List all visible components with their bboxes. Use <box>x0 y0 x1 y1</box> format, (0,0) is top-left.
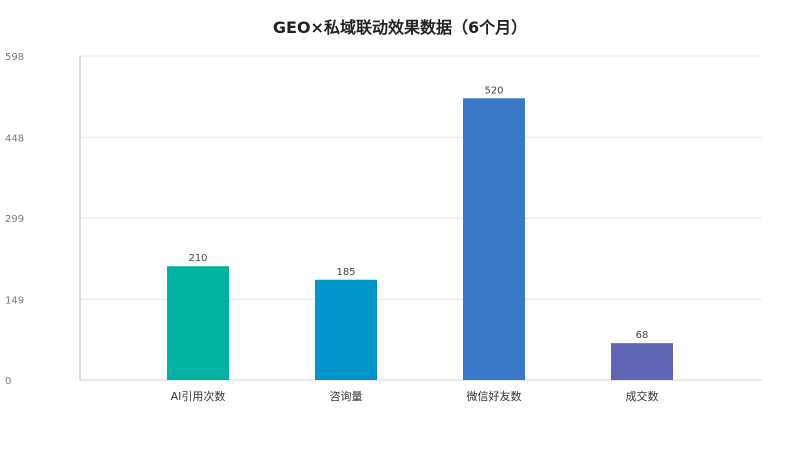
category-label: 咨询量 <box>330 389 363 403</box>
category-label: 微信好友数 <box>467 389 522 403</box>
bar <box>167 266 229 380</box>
bars <box>167 98 673 381</box>
bar <box>463 98 525 381</box>
y-tick-label: 448 <box>5 133 24 144</box>
data-label: 520 <box>484 85 503 96</box>
category-labels: AI引用次数 咨询量 微信好友数 成交数 <box>171 389 659 403</box>
chart-title: GEO×私域联动效果数据（6个月） <box>272 18 528 37</box>
y-tick-label: 299 <box>5 214 24 225</box>
category-label: AI引用次数 <box>171 389 226 403</box>
bar <box>611 343 673 380</box>
y-tick-label: 598 <box>5 52 24 63</box>
y-tick-labels: 0 149 299 448 598 <box>5 52 24 387</box>
data-label: 68 <box>636 330 649 341</box>
data-label: 210 <box>188 253 207 264</box>
gridlines <box>80 55 762 300</box>
bar <box>315 279 377 380</box>
data-label: 185 <box>336 267 355 278</box>
y-tick-label: 149 <box>5 295 24 306</box>
data-labels: 210 185 520 68 <box>188 85 648 341</box>
category-label: 成交数 <box>626 389 659 403</box>
y-tick-label: 0 <box>5 376 11 387</box>
